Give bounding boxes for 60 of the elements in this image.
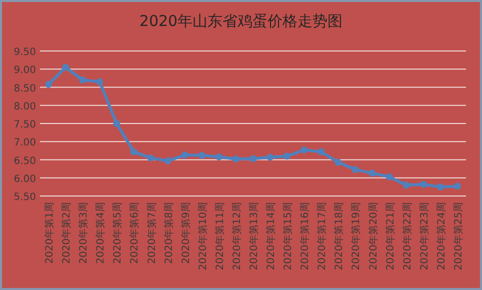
point: [130, 148, 138, 156]
x-tick-label: 2020年第12周: [230, 202, 243, 270]
y-tick-label: 8.00: [14, 101, 36, 112]
point: [334, 158, 342, 166]
x-tick-label: 2020年第17周: [316, 202, 328, 270]
point: [436, 183, 444, 190]
x-tick-label: 2020年第15周: [282, 202, 294, 270]
x-tick-label: 2020年第22周: [401, 202, 414, 270]
x-tick-label: 2020年第7周: [146, 202, 158, 264]
x-tick-label: 2020年第4周: [94, 202, 107, 264]
point: [79, 76, 86, 84]
point: [198, 152, 206, 159]
x-tick-label: 2020年第1周: [44, 202, 56, 264]
point: [402, 182, 410, 189]
x-tick-label: 2020年第18周: [333, 202, 346, 270]
x-tick-label: 2020年第25周: [452, 202, 464, 270]
y-tick-label: 7.00: [14, 138, 36, 149]
x-tick-label: 2020年第23周: [418, 202, 430, 270]
point: [215, 153, 222, 160]
x-tick-label: 2020年第14周: [265, 202, 278, 270]
point: [164, 157, 172, 164]
x-tick-label: 2020年第5周: [112, 202, 124, 264]
x-tick-label: 2020年第11周: [214, 202, 226, 270]
point: [113, 120, 120, 127]
x-tick-label: 2020年第6周: [128, 202, 141, 264]
x-tick-label: 2020年第13周: [248, 202, 260, 270]
point: [352, 166, 359, 174]
title: 2020年山东省鸡蛋价格走势图: [139, 12, 343, 30]
point: [318, 148, 325, 156]
point: [181, 152, 188, 159]
y-tick-label: 9.00: [14, 65, 36, 76]
point: [300, 146, 308, 154]
point: [368, 170, 376, 177]
x-tick-label: 2020年第8周: [162, 202, 175, 264]
point: [250, 155, 256, 162]
y-tick-label: 8.50: [14, 83, 36, 94]
point: [454, 182, 461, 190]
x-tick-label: 2020年第3周: [78, 202, 90, 264]
y-tick-label: 7.50: [14, 120, 36, 130]
point: [62, 64, 70, 71]
point: [266, 154, 274, 161]
y-tick-label: 6.00: [14, 174, 36, 185]
y-tick-label: 5.50: [14, 192, 36, 203]
point: [284, 152, 291, 160]
point: [386, 173, 393, 180]
point: [45, 80, 52, 88]
y-tick-label: 9.50: [14, 47, 36, 58]
x-tick-label: 2020年第24周: [435, 202, 448, 270]
y-tick-label: 6.50: [14, 156, 36, 167]
point: [420, 180, 427, 188]
point: [232, 156, 240, 163]
x-tick-label: 2020年第21周: [384, 202, 396, 270]
point: [147, 154, 154, 162]
x-tick-label: 2020年第10周: [196, 202, 209, 270]
x-tick-label: 2020年第16周: [299, 202, 312, 270]
x-tick-label: 2020年第2周: [60, 202, 73, 264]
x-tick-label: 2020年第19周: [350, 202, 362, 270]
point: [96, 78, 104, 86]
x-tick-label: 2020年第9周: [180, 202, 192, 264]
x-tick-label: 2020年第20周: [367, 202, 380, 270]
